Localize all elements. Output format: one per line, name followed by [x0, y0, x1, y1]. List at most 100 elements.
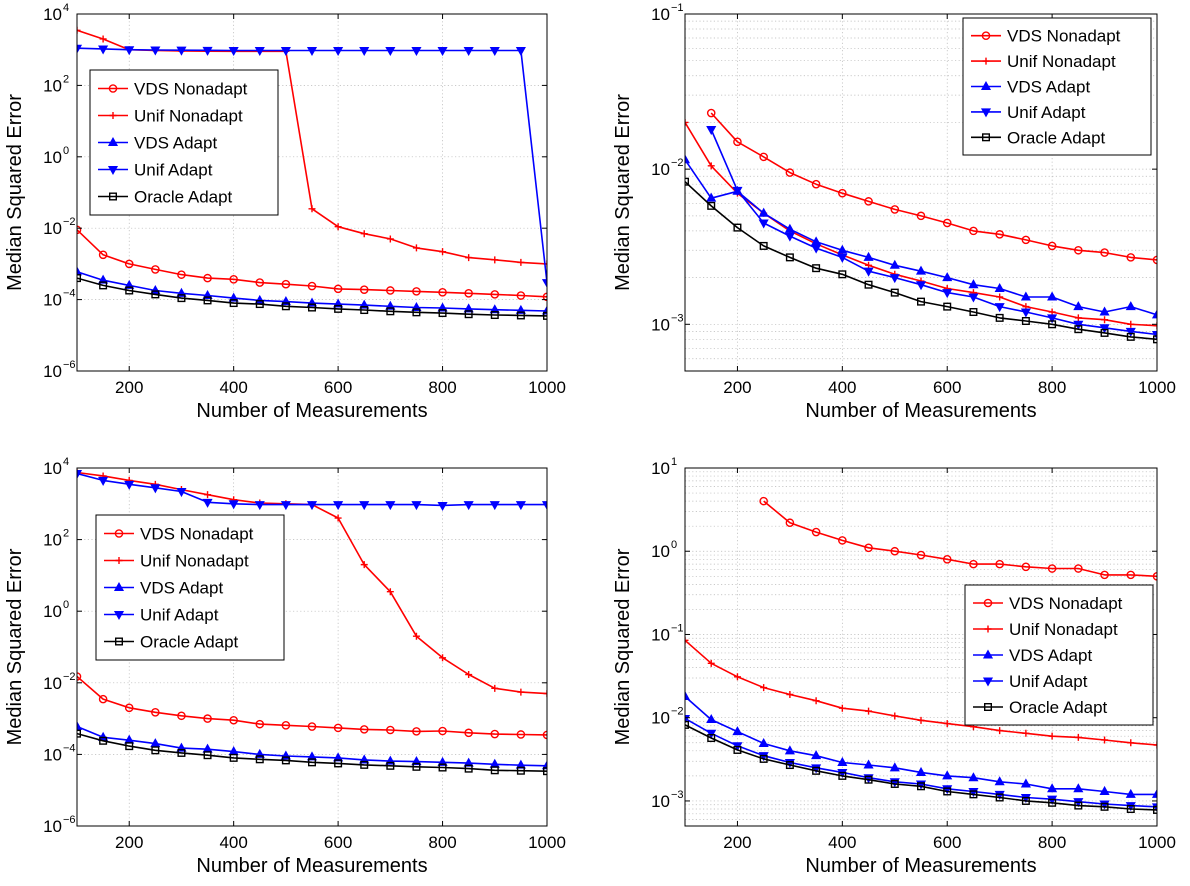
data-point-unif-adapt: [706, 126, 717, 136]
data-point-oracle-adapt: [785, 761, 794, 770]
data-point-unif-adapt: [541, 501, 547, 511]
data-point-oracle-adapt: [995, 793, 1004, 802]
data-point-vds-nonadapt: [359, 285, 369, 294]
data-point-unif-nonadapt: [685, 636, 689, 644]
x-tick-label: 200: [723, 378, 751, 397]
data-point-vds-adapt: [541, 760, 547, 770]
data-point-unif-nonadapt: [412, 244, 420, 252]
data-point-unif-adapt: [77, 470, 83, 480]
y-tick-label-exponent: −4: [63, 288, 76, 300]
data-point-unif-nonadapt: [812, 697, 820, 705]
legend-marker-oracle-adapt: [114, 637, 123, 646]
data-point-oracle-adapt: [77, 729, 81, 738]
legend-label-oracle-adapt: Oracle Adapt: [140, 633, 239, 652]
data-point-unif-nonadapt: [685, 118, 689, 126]
y-tick-label: 10: [43, 531, 62, 550]
data-point-vds-nonadapt: [1126, 570, 1136, 580]
data-point-vds-adapt: [758, 207, 769, 217]
x-tick-label: 400: [219, 378, 247, 397]
data-point-unif-nonadapt: [77, 26, 81, 34]
data-point-unif-adapt: [1125, 327, 1136, 337]
data-point-vds-nonadapt: [98, 694, 108, 704]
data-point-unif-adapt: [463, 501, 474, 511]
data-point-unif-adapt: [280, 46, 291, 57]
data-point-unif-adapt: [280, 501, 291, 511]
series-group: [685, 108, 1157, 344]
data-point-unif-adapt: [968, 787, 979, 797]
data-point-vds-nonadapt: [333, 723, 343, 733]
data-point-oracle-adapt: [334, 759, 343, 768]
data-point-oracle-adapt: [890, 288, 899, 297]
data-point-unif-nonadapt: [707, 659, 715, 667]
legend-marker-unif-nonadapt: [115, 557, 123, 564]
data-point-vds-adapt: [463, 757, 474, 767]
data-point-vds-adapt: [837, 756, 848, 766]
data-point-vds-adapt: [968, 279, 979, 289]
data-point-vds-nonadapt: [151, 707, 160, 717]
data-point-oracle-adapt: [1021, 317, 1030, 326]
data-point-vds-nonadapt: [1100, 248, 1109, 257]
legend-marker-oracle-adapt: [982, 133, 991, 142]
legend-marker-unif-adapt: [982, 677, 994, 687]
legend-label-vds-adapt: VDS Adapt: [1009, 646, 1092, 665]
y-tick-label-exponent: 0: [63, 145, 69, 157]
data-point-oracle-adapt: [516, 766, 525, 775]
data-point-unif-adapt: [437, 501, 448, 511]
data-point-unif-nonadapt: [334, 514, 342, 522]
data-point-oracle-adapt: [943, 787, 952, 796]
y-axis-label: Median Squared Error: [4, 94, 26, 291]
data-point-vds-nonadapt: [969, 226, 978, 236]
data-point-oracle-adapt: [1048, 798, 1057, 807]
data-point-unif-adapt: [77, 44, 83, 54]
data-point-unif-adapt: [1047, 314, 1058, 324]
x-tick-label: 800: [428, 378, 456, 397]
data-point-vds-nonadapt: [916, 550, 926, 560]
data-point-unif-adapt: [784, 232, 795, 242]
legend: VDS Nonadapt Unif Nonadapt VDS Adapt Unif A…: [964, 584, 1154, 726]
data-point-unif-adapt: [915, 281, 927, 291]
data-point-unif-nonadapt: [1153, 741, 1157, 749]
data-point-unif-adapt: [515, 501, 526, 511]
data-point-oracle-adapt: [438, 763, 447, 772]
y-tick-label: 10: [43, 362, 62, 381]
data-point-vds-nonadapt: [542, 292, 547, 302]
y-tick-label-exponent: −6: [63, 814, 76, 826]
series-group: [77, 468, 547, 776]
data-point-oracle-adapt: [464, 310, 473, 319]
data-point-vds-adapt: [1125, 301, 1136, 311]
data-point-oracle-adapt: [490, 766, 499, 775]
legend-label-vds-adapt: VDS Adapt: [134, 134, 217, 153]
data-point-vds-adapt: [942, 770, 953, 780]
data-point-oracle-adapt: [1048, 320, 1057, 329]
y-tick-label: 10: [651, 5, 670, 24]
data-point-unif-nonadapt: [491, 256, 499, 264]
data-point-vds-nonadapt: [516, 291, 526, 300]
data-point-vds-nonadapt: [98, 250, 108, 260]
data-point-vds-nonadapt: [838, 536, 847, 545]
x-tick-label: 1000: [1138, 833, 1176, 852]
legend-label-unif-adapt: Unif Adapt: [1007, 103, 1086, 122]
data-point-vds-nonadapt: [890, 205, 900, 214]
data-point-unif-adapt: [732, 186, 743, 196]
data-point-vds-nonadapt: [412, 727, 421, 736]
data-point-vds-nonadapt: [1074, 245, 1083, 255]
x-tick-label: 800: [1038, 378, 1066, 397]
data-point-unif-adapt: [385, 501, 396, 511]
y-tick-label-exponent: 4: [63, 456, 69, 468]
data-point-vds-nonadapt: [785, 518, 795, 528]
data-point-vds-nonadapt: [490, 290, 500, 299]
data-point-unif-nonadapt: [1127, 739, 1135, 747]
x-tick-label: 800: [428, 833, 456, 852]
data-point-oracle-adapt: [812, 264, 821, 273]
data-point-unif-nonadapt: [996, 727, 1004, 735]
y-tick-label: 10: [43, 5, 62, 24]
data-point-oracle-adapt: [151, 746, 160, 755]
series-line-vds-nonadapt: [77, 675, 547, 736]
data-point-oracle-adapt: [360, 760, 369, 769]
data-point-vds-adapt: [77, 721, 83, 731]
data-point-vds-nonadapt: [1100, 570, 1109, 580]
data-point-unif-nonadapt: [334, 223, 342, 231]
data-point-unif-nonadapt: [491, 684, 499, 692]
data-point-vds-nonadapt: [177, 270, 186, 279]
